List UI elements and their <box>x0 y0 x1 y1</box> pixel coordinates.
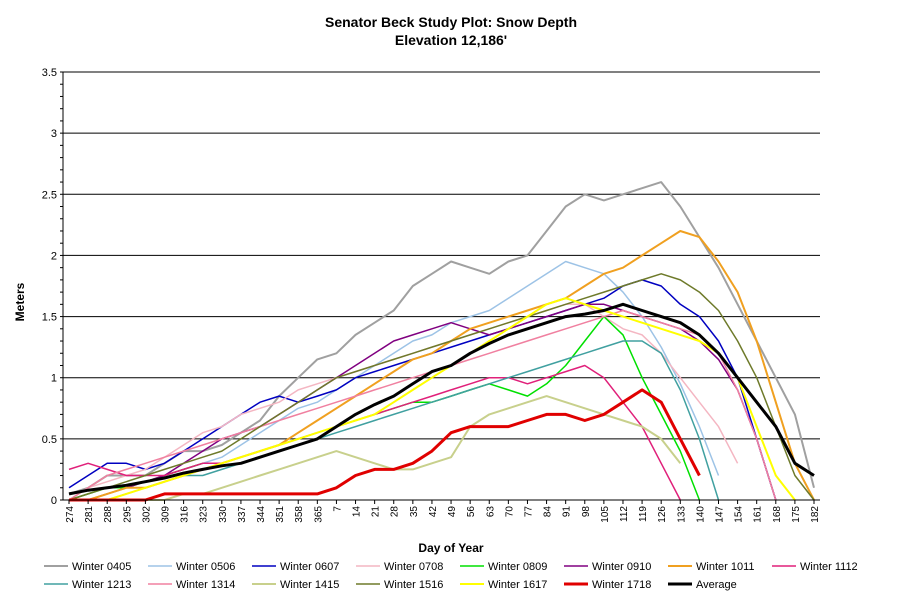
x-tick-label: 49 <box>447 506 458 518</box>
x-tick-label: 133 <box>676 506 687 523</box>
legend: Winter 0405 Winter 0506 Winter 0607 Winter … <box>44 561 858 591</box>
x-tick-label: 330 <box>218 506 229 523</box>
legend-label: Winter 1617 <box>488 579 547 591</box>
series-line-winter-0708 <box>68 303 739 501</box>
x-tick-label: 182 <box>810 506 821 523</box>
x-tick-label: 288 <box>103 506 114 523</box>
legend-label: Winter 0809 <box>488 561 547 573</box>
x-tick-labels: 274 281 288 295 302 309 316 323 330 337 344 351 358 3… <box>65 506 821 523</box>
x-tick-label: 98 <box>581 506 592 518</box>
x-tick-label: 7 <box>332 506 343 512</box>
axes <box>60 71 820 504</box>
legend-label: Winter 1516 <box>384 579 443 591</box>
y-tick-label: 1 <box>51 373 57 385</box>
x-tick-label: 302 <box>141 506 152 523</box>
legend-label: Winter 1112 <box>800 561 858 573</box>
x-tick-label: 147 <box>714 506 725 523</box>
y-tick-labels: 0 0.5 1 1.5 2 2.5 3 3.5 <box>42 67 57 507</box>
x-tick-label: 161 <box>753 506 764 523</box>
y-tick-label: 3 <box>51 128 57 140</box>
x-tick-label: 365 <box>313 506 324 523</box>
legend-label: Winter 1011 <box>696 561 755 573</box>
x-tick-label: 84 <box>543 506 554 518</box>
x-tick-label: 119 <box>638 506 649 522</box>
chart-title: Senator Beck Study Plot: Snow Depth <box>324 14 578 30</box>
legend-label: Winter 0910 <box>592 561 651 573</box>
x-tick-label: 63 <box>485 506 496 518</box>
series-line-winter-1516 <box>68 273 815 501</box>
series-line-winter-1617 <box>69 297 796 501</box>
x-tick-label: 70 <box>504 506 515 518</box>
y-tick-label: 0.5 <box>42 434 57 446</box>
chart-subtitle: Elevation 12,186' <box>394 32 508 48</box>
x-tick-label: 42 <box>428 506 439 518</box>
x-tick-label: 281 <box>84 506 95 523</box>
series-line-winter-1314 <box>68 309 777 501</box>
x-axis-title: Day of Year <box>418 541 483 555</box>
series-line-average <box>68 302 815 496</box>
legend-label: Winter 1314 <box>176 579 235 591</box>
x-tick-label: 21 <box>371 506 382 518</box>
y-axis-title: Meters <box>13 282 27 321</box>
x-tick-label: 309 <box>161 506 172 523</box>
x-tick-label: 91 <box>562 506 573 518</box>
y-tick-label: 1.5 <box>42 312 57 324</box>
legend-label: Winter 1415 <box>280 579 339 591</box>
x-tick-label: 77 <box>523 506 534 518</box>
y-tick-label: 2.5 <box>42 189 57 201</box>
x-tick-label: 316 <box>180 506 191 523</box>
x-tick-label: 323 <box>199 506 210 523</box>
series-line-winter-0506 <box>69 260 720 501</box>
x-tick-label: 140 <box>695 506 706 523</box>
x-tick-label: 344 <box>256 506 267 523</box>
legend-label: Average <box>696 579 737 591</box>
x-tick-label: 14 <box>352 506 363 518</box>
x-tick-label: 295 <box>122 506 133 523</box>
series-line-winter-1718 <box>69 388 701 502</box>
gridlines <box>63 71 820 440</box>
x-tick-label: 28 <box>390 506 401 518</box>
series-lines <box>68 181 815 502</box>
legend-label: Winter 1213 <box>72 579 131 591</box>
y-tick-label: 2 <box>51 250 57 262</box>
x-tick-label: 126 <box>657 506 668 523</box>
x-tick-label: 154 <box>734 506 745 523</box>
y-tick-label: 3.5 <box>42 67 57 79</box>
x-tick-label: 175 <box>791 506 802 523</box>
x-tick-label: 274 <box>65 506 76 523</box>
legend-label: Winter 0405 <box>72 561 131 573</box>
x-tick-label: 358 <box>294 506 305 523</box>
x-tick-label: 168 <box>772 506 783 523</box>
series-line-winter-1415 <box>69 395 682 501</box>
legend-label: Winter 0506 <box>176 561 235 573</box>
x-tick-label: 351 <box>275 506 286 523</box>
y-tick-label: 0 <box>51 495 57 507</box>
x-tick-label: 337 <box>237 506 248 523</box>
x-tick-label: 56 <box>466 506 477 518</box>
series-line-winter-0405 <box>68 181 815 495</box>
x-tick-label: 105 <box>600 506 611 523</box>
legend-label: Winter 0607 <box>280 561 339 573</box>
x-tick-label: 35 <box>409 506 420 518</box>
x-tick-label: 112 <box>619 506 630 522</box>
legend-label: Winter 0708 <box>384 561 443 573</box>
legend-label: Winter 1718 <box>592 579 651 591</box>
